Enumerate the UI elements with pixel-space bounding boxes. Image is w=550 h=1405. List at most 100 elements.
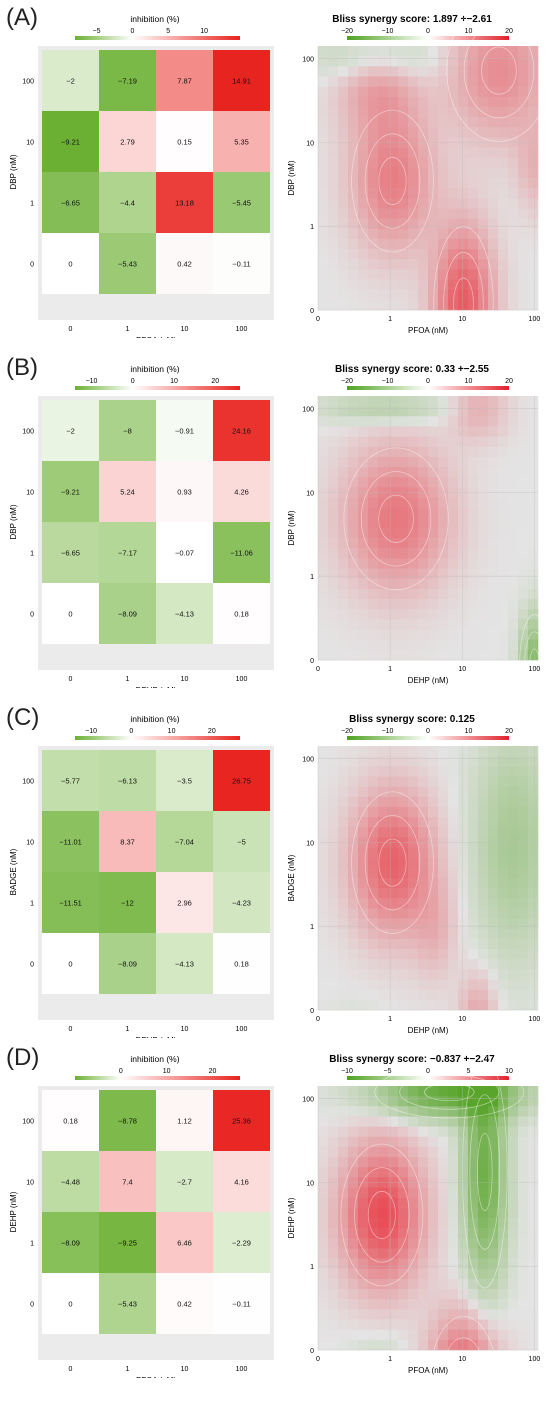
- cell-value: −8.09: [118, 610, 137, 619]
- synergy-tile: [518, 106, 529, 118]
- synergy-tile: [348, 507, 359, 519]
- synergy-tile: [328, 776, 339, 787]
- synergy-tile: [488, 959, 499, 970]
- synergy-tile: [368, 188, 379, 199]
- cell-value: −2.29: [232, 1239, 251, 1248]
- synergy-tile: [498, 1086, 509, 1097]
- synergy-tile: [488, 1187, 499, 1198]
- synergy-tile: [428, 1136, 439, 1148]
- synergy-tile: [488, 477, 499, 488]
- synergy-tile: [448, 456, 459, 468]
- synergy-tile: [498, 1289, 509, 1300]
- synergy-tile: [418, 979, 429, 990]
- synergy-tile: [428, 269, 439, 280]
- synergy-tile: [368, 86, 379, 98]
- synergy-tile: [498, 238, 509, 250]
- synergy-tile: [458, 188, 469, 199]
- synergy-tile: [518, 898, 529, 909]
- synergy-tile: [508, 507, 519, 519]
- heatmap-cell: [213, 172, 270, 233]
- synergy-tile: [478, 548, 489, 559]
- synergy-tile: [348, 528, 359, 539]
- x-axis-label: DEHP (nM): [136, 1036, 177, 1038]
- synergy-tile: [458, 456, 469, 468]
- synergy-tile: [368, 989, 379, 1001]
- synergy-tile: [528, 1197, 539, 1209]
- synergy-contour: [364, 133, 421, 229]
- synergy-tile: [528, 147, 539, 158]
- synergy-tile: [348, 959, 359, 970]
- synergy-tile: [378, 989, 389, 1001]
- synergy-tile: [378, 979, 389, 990]
- synergy-legend-tick: 0: [426, 378, 430, 385]
- synergy-tile: [508, 1116, 519, 1127]
- synergy-tile: [318, 649, 329, 661]
- synergy-tile: [348, 396, 359, 407]
- synergy-tile: [448, 238, 459, 250]
- synergy-tile: [338, 1339, 349, 1351]
- synergy-tile: [458, 898, 469, 909]
- synergy-y-tick: 0: [310, 658, 314, 665]
- synergy-tile: [328, 467, 339, 478]
- synergy-tile: [378, 238, 389, 250]
- synergy-tile: [348, 847, 359, 858]
- synergy-tile: [518, 528, 529, 539]
- synergy-y-tick: 100: [302, 57, 314, 64]
- synergy-tile: [338, 938, 349, 950]
- synergy-tile: [488, 279, 499, 290]
- synergy-tile: [358, 568, 369, 580]
- synergy-tile: [358, 918, 369, 930]
- synergy-tile: [378, 568, 389, 580]
- synergy-tile: [318, 117, 329, 128]
- synergy-tile: [328, 1096, 339, 1107]
- synergy-tile: [508, 406, 519, 417]
- synergy-tile: [378, 928, 389, 940]
- synergy-tile: [448, 56, 459, 67]
- synergy-tile: [528, 918, 539, 930]
- synergy-tile: [508, 127, 519, 138]
- synergy-tile: [368, 127, 379, 138]
- synergy-tile: [388, 1248, 399, 1259]
- synergy-tile: [408, 426, 419, 437]
- synergy-tile: [408, 928, 419, 940]
- synergy-tile: [398, 629, 409, 640]
- synergy-tile: [368, 249, 379, 260]
- synergy-tile: [488, 1299, 499, 1310]
- y-axis-label: BADGE (nM): [9, 848, 18, 895]
- synergy-tile: [468, 167, 479, 179]
- synergy-tile: [328, 1136, 339, 1148]
- synergy-tile: [368, 1167, 379, 1178]
- synergy-tile: [438, 908, 449, 919]
- synergy-tile: [368, 76, 379, 87]
- synergy-tile: [518, 959, 529, 970]
- synergy-tile: [528, 528, 539, 539]
- synergy-tile: [438, 446, 449, 458]
- synergy-tile: [348, 157, 359, 169]
- synergy-tile: [368, 147, 379, 158]
- synergy-tile: [398, 1339, 409, 1351]
- synergy-tile: [388, 46, 399, 57]
- synergy-tile: [468, 949, 479, 960]
- synergy-tile: [368, 578, 379, 590]
- synergy-tile: [438, 1146, 449, 1158]
- synergy-tile: [478, 477, 489, 488]
- synergy-tile: [408, 599, 419, 610]
- synergy-tile: [328, 619, 339, 630]
- synergy-tile: [498, 127, 509, 138]
- synergy-tile: [438, 396, 449, 407]
- synergy-tile: [338, 1238, 349, 1249]
- synergy-tile: [528, 269, 539, 280]
- synergy-tile: [528, 86, 539, 98]
- synergy-tile: [408, 1329, 419, 1341]
- synergy-tile: [518, 1228, 529, 1239]
- synergy-tile: [368, 1116, 379, 1127]
- synergy-tile: [348, 588, 359, 600]
- synergy-tile: [448, 157, 459, 169]
- synergy-contour: [399, 1074, 500, 1110]
- synergy-tile: [328, 928, 339, 940]
- synergy-tile: [488, 578, 499, 590]
- synergy-tile: [328, 888, 339, 899]
- synergy-tile: [368, 218, 379, 230]
- synergy-tile: [358, 796, 369, 808]
- synergy-tile: [518, 989, 529, 1001]
